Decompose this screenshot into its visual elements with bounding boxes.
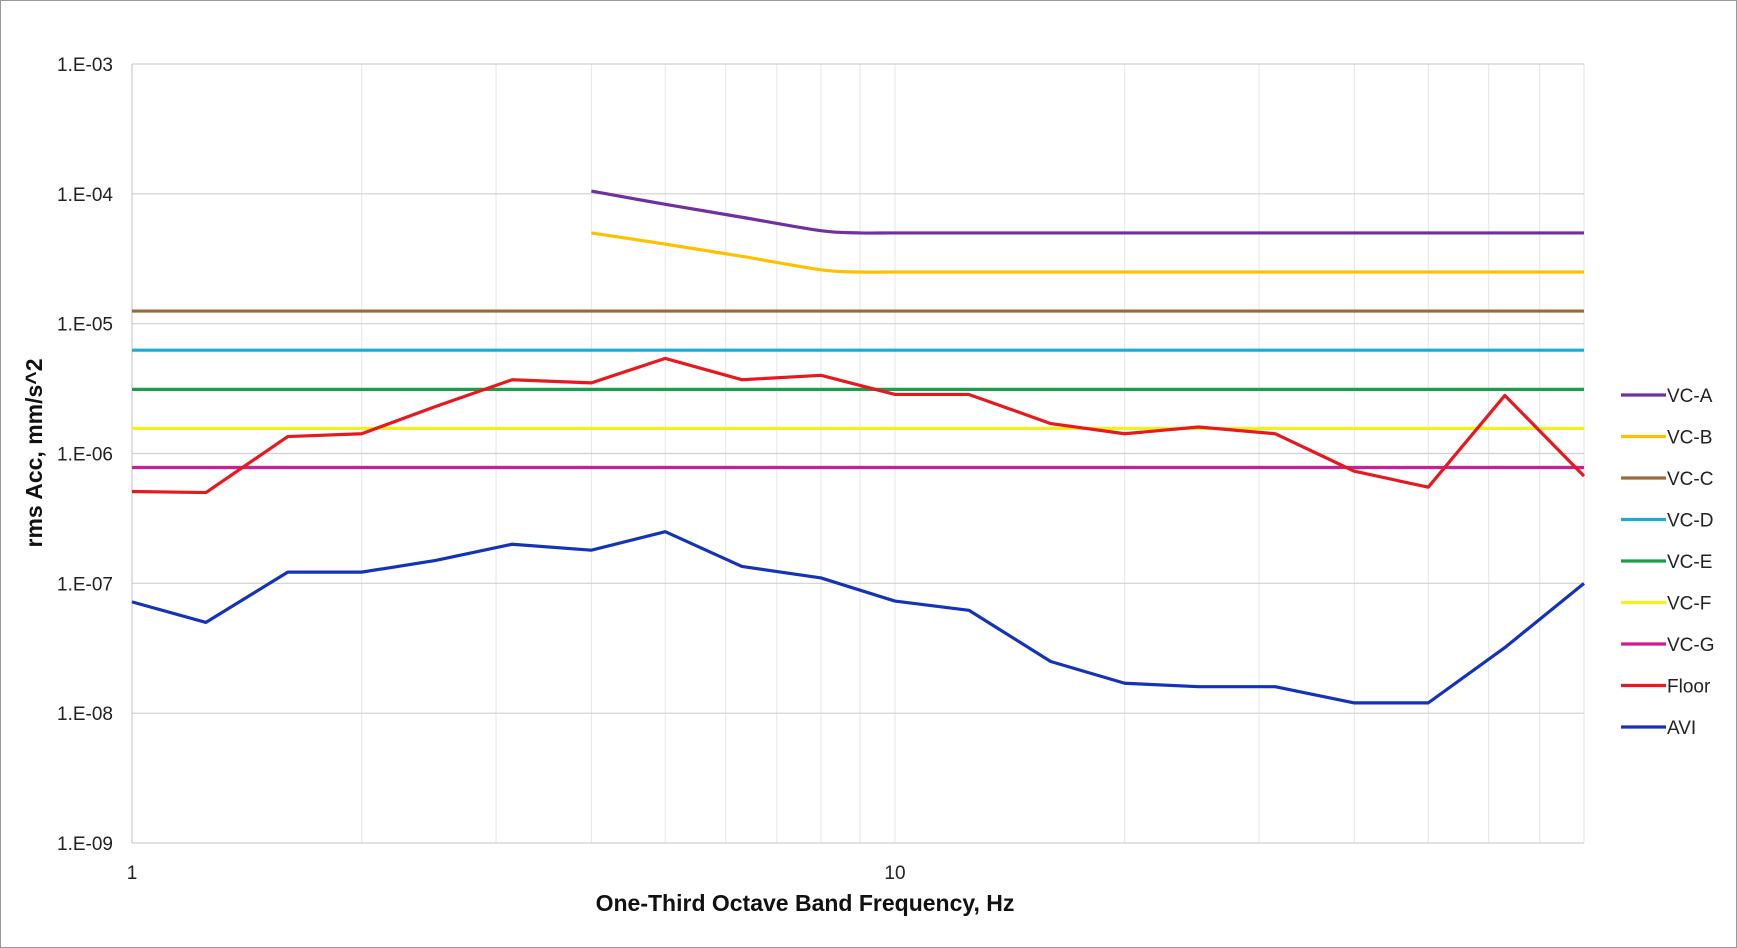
series-line-vc-a — [591, 189, 1584, 235]
series-line-avi — [131, 530, 1586, 705]
legend-label-vc-g: VC-G — [1667, 635, 1715, 656]
x-tick-label: 1 — [127, 863, 138, 884]
x-tick-labels: 1 10 — [127, 863, 906, 884]
y-tick-label: 1.E-09 — [57, 834, 113, 855]
y-tick-labels: 1.E-03 1.E-04 1.E-05 1.E-06 1.E-07 1.E-08 1.E-… — [57, 55, 113, 855]
y-tick-label: 1.E-08 — [57, 704, 113, 725]
series-line-floor — [131, 356, 1586, 495]
x-tick-label: 10 — [884, 863, 905, 884]
legend-label-avi: AVI — [1667, 718, 1696, 739]
y-tick-label: 1.E-05 — [57, 315, 113, 336]
legend: VC-A VC-B VC-C VC-D VC-E VC-F VC-G Floor AVI — [1621, 386, 1715, 739]
y-tick-label: 1.E-04 — [57, 185, 113, 206]
legend-label-vc-c: VC-C — [1667, 469, 1713, 490]
y-axis-title: rms Acc, mm/s^2 — [21, 358, 47, 547]
legend-label-vc-e: VC-E — [1667, 552, 1712, 573]
y-tick-label: 1.E-06 — [57, 445, 113, 466]
series-lines — [131, 189, 1586, 705]
series-line-vc-b — [591, 231, 1584, 274]
grid — [131, 63, 1585, 844]
legend-label-vc-a: VC-A — [1667, 386, 1713, 407]
x-axis-title: One-Third Octave Band Frequency, Hz — [596, 890, 1015, 916]
legend-label-vc-b: VC-B — [1667, 428, 1712, 449]
legend-label-vc-d: VC-D — [1667, 511, 1713, 532]
legend-label-vc-f: VC-F — [1667, 594, 1711, 615]
legend-label-floor: Floor — [1667, 677, 1711, 698]
y-tick-label: 1.E-03 — [57, 55, 113, 76]
y-tick-label: 1.E-07 — [57, 574, 113, 595]
